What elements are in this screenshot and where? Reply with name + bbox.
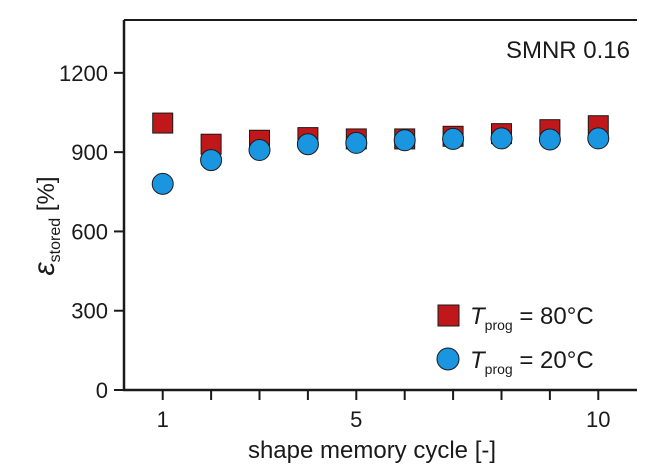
y-tick-label: 0	[96, 378, 108, 403]
y-axis-subscript: stored	[47, 218, 64, 262]
point-20c	[442, 127, 465, 150]
x-tick-label: 10	[586, 407, 610, 432]
point-20c	[490, 127, 513, 150]
point-20c	[538, 128, 561, 151]
point-20c	[587, 127, 610, 150]
point-20c	[248, 139, 271, 162]
x-tick-label: 1	[157, 407, 169, 432]
x-axis-ticks: 1 5 10	[157, 390, 611, 432]
legend-marker-square	[437, 304, 460, 327]
legend-80c-subscript: prog	[485, 317, 513, 333]
point-20c	[393, 129, 416, 152]
x-axis-label: shape memory cycle [-]	[248, 437, 496, 464]
chart-annotation: SMNR 0.16	[506, 37, 630, 64]
axes-frame	[122, 19, 637, 392]
legend-20c-rest: = 20°C	[513, 347, 594, 374]
y-tick-label: 300	[71, 299, 108, 324]
y-axis-unit: [%]	[33, 176, 60, 211]
y-tick-label: 1200	[59, 61, 108, 86]
point-20c	[151, 172, 174, 195]
legend-item-80c: Tprog = 80°C	[437, 303, 594, 333]
point-80c	[152, 112, 174, 134]
legend-80c-rest: = 80°C	[513, 303, 594, 330]
data-points	[151, 112, 610, 195]
x-tick-label: 5	[350, 407, 362, 432]
legend: Tprog = 80°C Tprog = 20°C	[436, 303, 594, 377]
point-20c	[345, 131, 368, 154]
y-axis-label: εstored [%]	[28, 176, 64, 275]
legend-20c-symbol: T	[470, 347, 487, 374]
legend-20c-subscript: prog	[485, 361, 513, 377]
y-tick-label: 600	[71, 219, 108, 244]
legend-label-20c: Tprog = 20°C	[470, 347, 594, 377]
y-tick-label: 900	[71, 140, 108, 165]
point-20c	[200, 149, 223, 172]
legend-80c-symbol: T	[470, 303, 487, 330]
legend-label-80c: Tprog = 80°C	[470, 303, 594, 333]
y-axis-symbol: ε	[28, 262, 61, 276]
legend-item-20c: Tprog = 20°C	[436, 347, 594, 377]
point-20c	[296, 133, 319, 156]
legend-marker-circle	[436, 347, 460, 371]
y-axis-ticks: 0 300 600 900 1200	[59, 61, 124, 403]
